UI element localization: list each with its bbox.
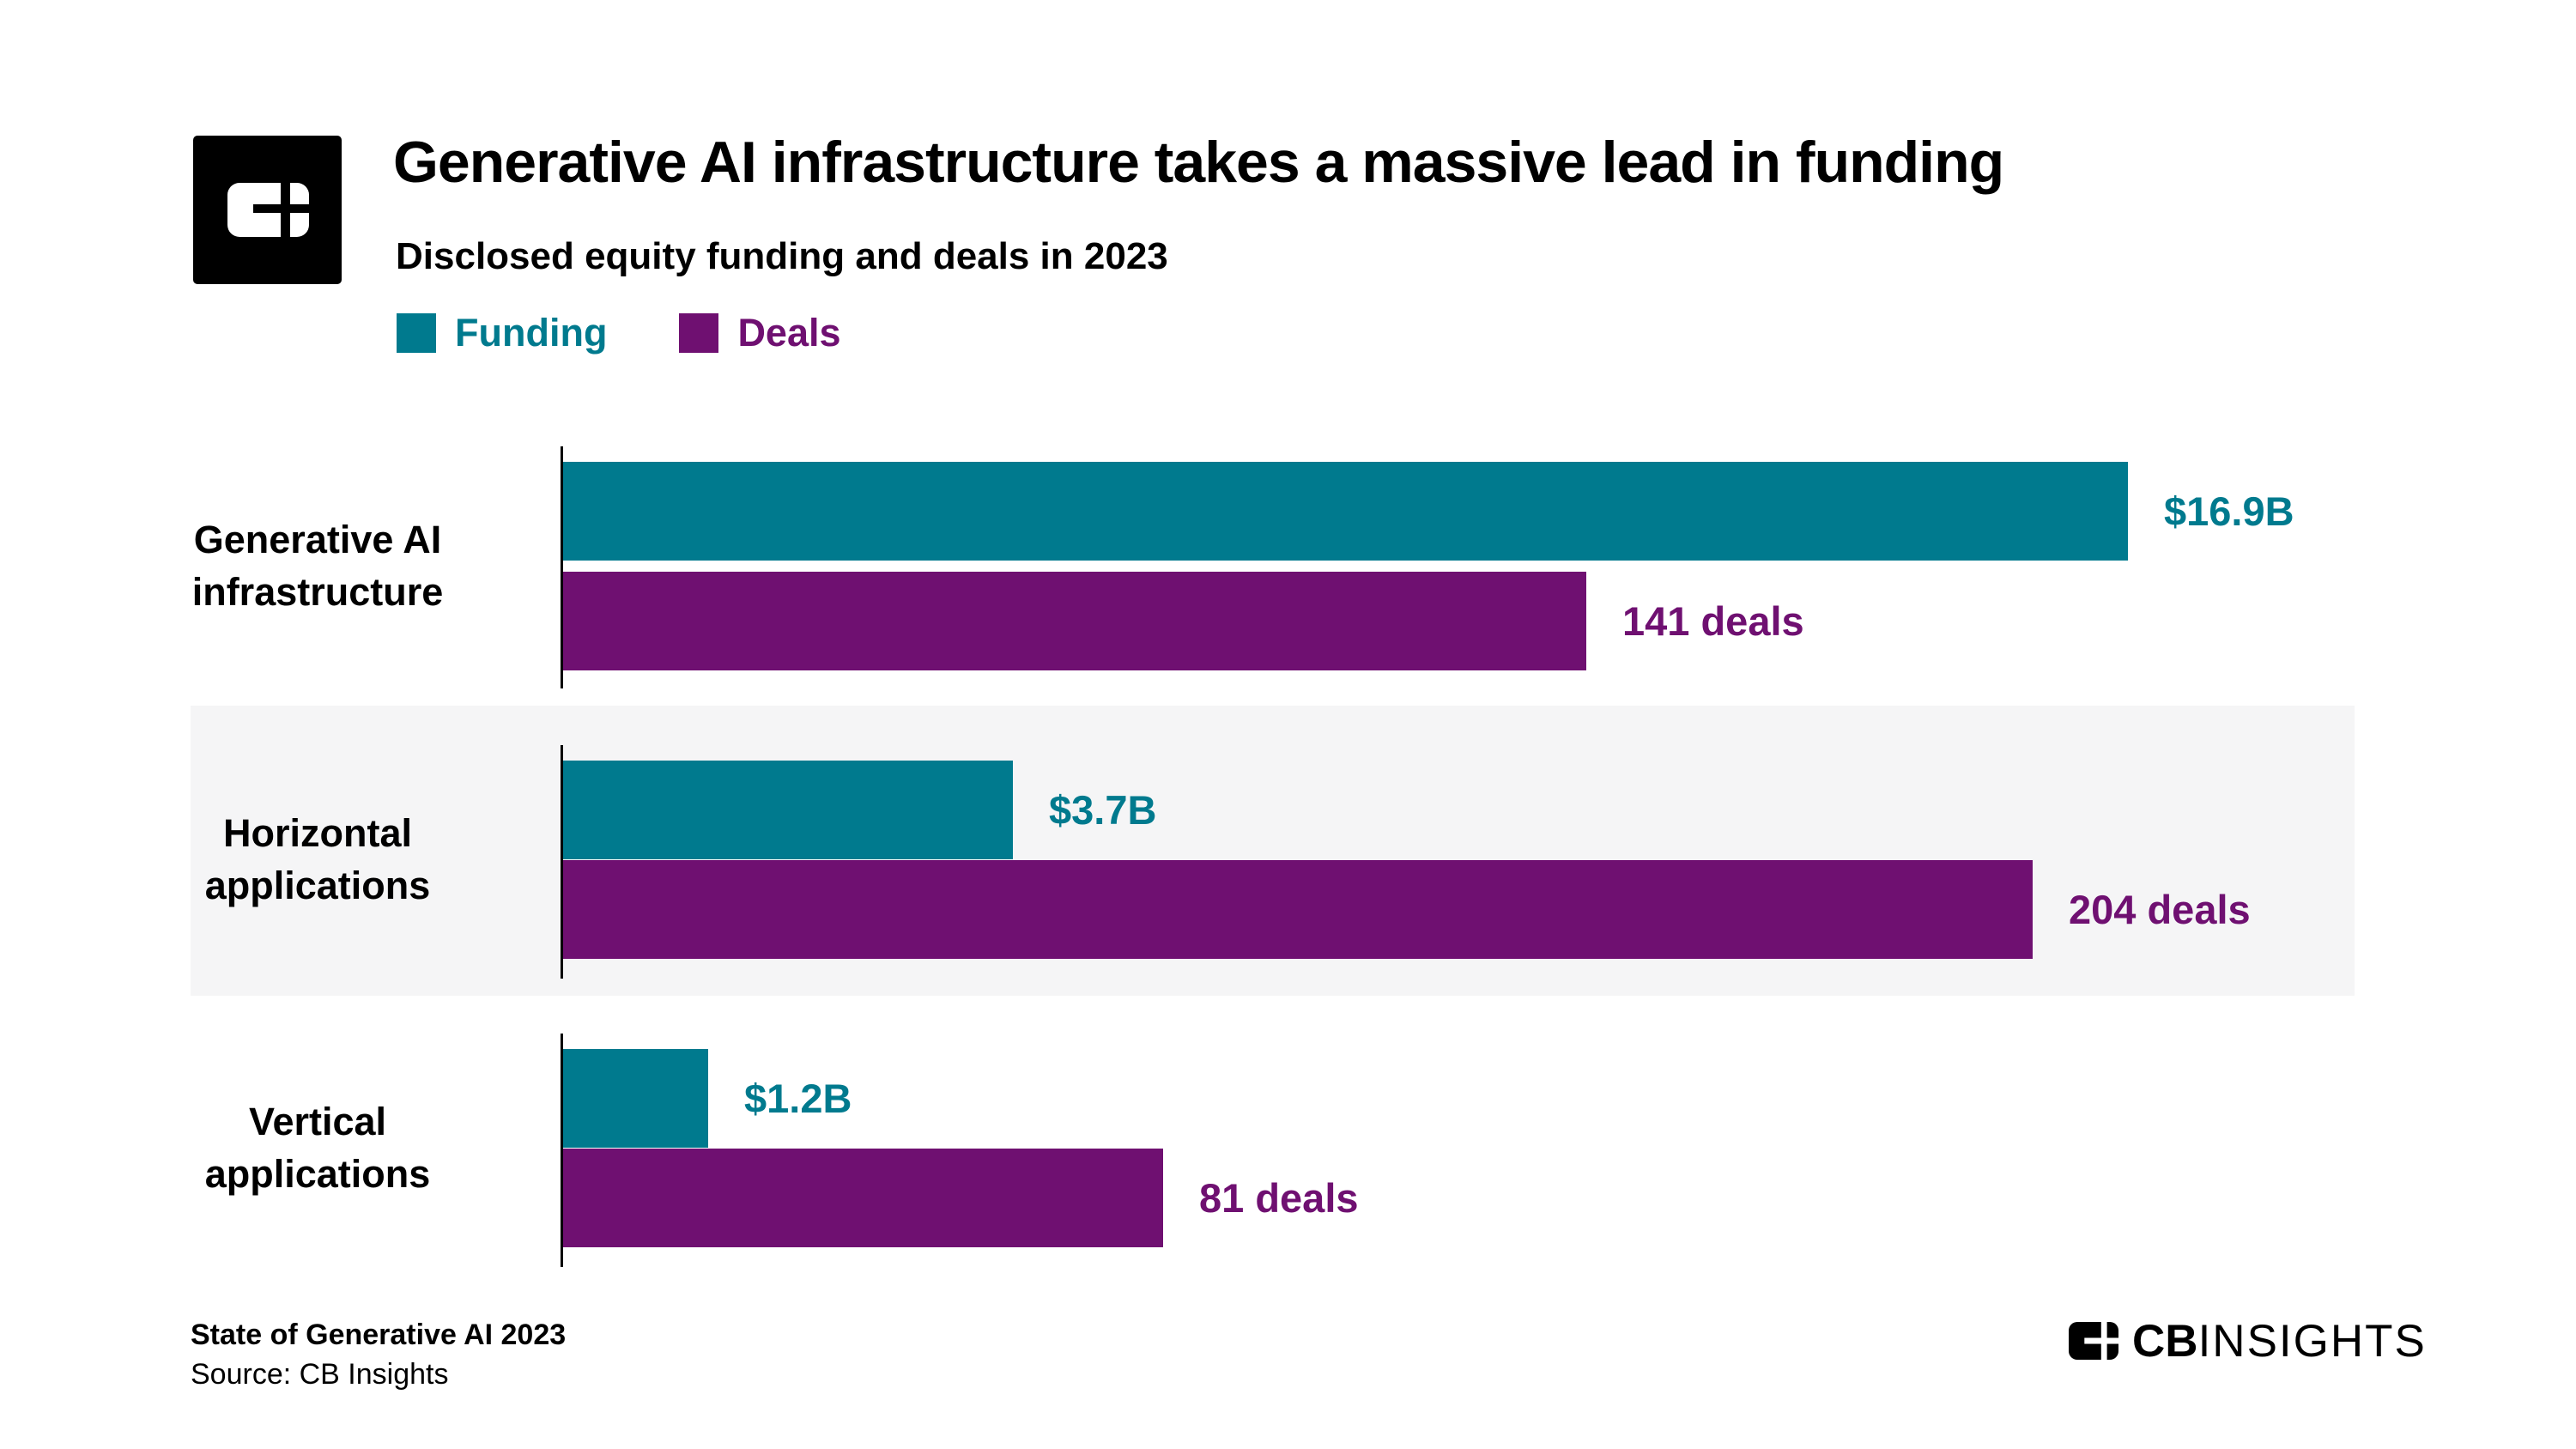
deals-value-label: 204 deals <box>2069 887 2251 932</box>
funding-value-label: $3.7B <box>1049 787 1157 833</box>
legend-label-deals: Deals <box>737 311 841 355</box>
category-line: applications <box>204 864 431 907</box>
cb-insights-wordmark: CB INSIGHTS <box>2069 1315 2427 1367</box>
deals-swatch-icon <box>679 313 719 353</box>
axis-line-row1 <box>561 446 563 688</box>
cb-insights-footer-logo-icon <box>2069 1322 2118 1360</box>
deals-value-label: 81 deals <box>1199 1175 1359 1221</box>
legend-label-funding: Funding <box>455 311 608 355</box>
funding-value-label: $16.9B <box>2164 488 2294 534</box>
footer-report-title: State of Generative AI 2023 <box>191 1319 567 1351</box>
category-line: Generative AI <box>193 518 442 561</box>
chart-subtitle: Disclosed equity funding and deals in 20… <box>396 235 1168 277</box>
deals-bar-horizontal-applications: 204 deals <box>563 860 2251 959</box>
category-line: Horizontal <box>223 811 412 855</box>
category-line: Vertical <box>248 1100 387 1143</box>
category-line: applications <box>204 1152 431 1196</box>
category-line: infrastructure <box>191 570 444 614</box>
funding-bar-generative-ai-infrastructure: $16.9B <box>563 462 2294 561</box>
brand-text: CB INSIGHTS <box>2132 1315 2427 1367</box>
category-label-horizontal-applications: Horizontal applications <box>93 807 542 912</box>
brand-cb: CB <box>2132 1315 2198 1367</box>
category-label-vertical-applications: Vertical applications <box>93 1095 542 1200</box>
funding-value-label: $1.2B <box>744 1076 852 1121</box>
axis-line-row2 <box>561 745 563 979</box>
category-label-generative-ai-infrastructure: Generative AI infrastructure <box>93 513 542 618</box>
axis-line-row3 <box>561 1034 563 1267</box>
deals-value-label: 141 deals <box>1622 598 1804 644</box>
funding-bar-vertical-applications: $1.2B <box>563 1049 852 1148</box>
legend-item-deals: Deals <box>679 311 841 355</box>
deals-bar-vertical-applications: 81 deals <box>563 1149 1359 1247</box>
deals-bar-generative-ai-infrastructure: 141 deals <box>563 572 1804 670</box>
legend-item-funding: Funding <box>397 311 607 355</box>
funding-bar-horizontal-applications: $3.7B <box>563 761 1156 859</box>
funding-swatch-icon <box>397 313 436 353</box>
legend: Funding Deals <box>397 311 841 355</box>
brand-insights: INSIGHTS <box>2197 1315 2427 1367</box>
footer-source: Source: CB Insights <box>191 1358 449 1391</box>
footer-source-block: State of Generative AI 2023 Source: CB I… <box>191 1315 566 1394</box>
chart-title: Generative AI infrastructure takes a mas… <box>393 130 2004 195</box>
cb-insights-logo-icon <box>193 136 342 288</box>
